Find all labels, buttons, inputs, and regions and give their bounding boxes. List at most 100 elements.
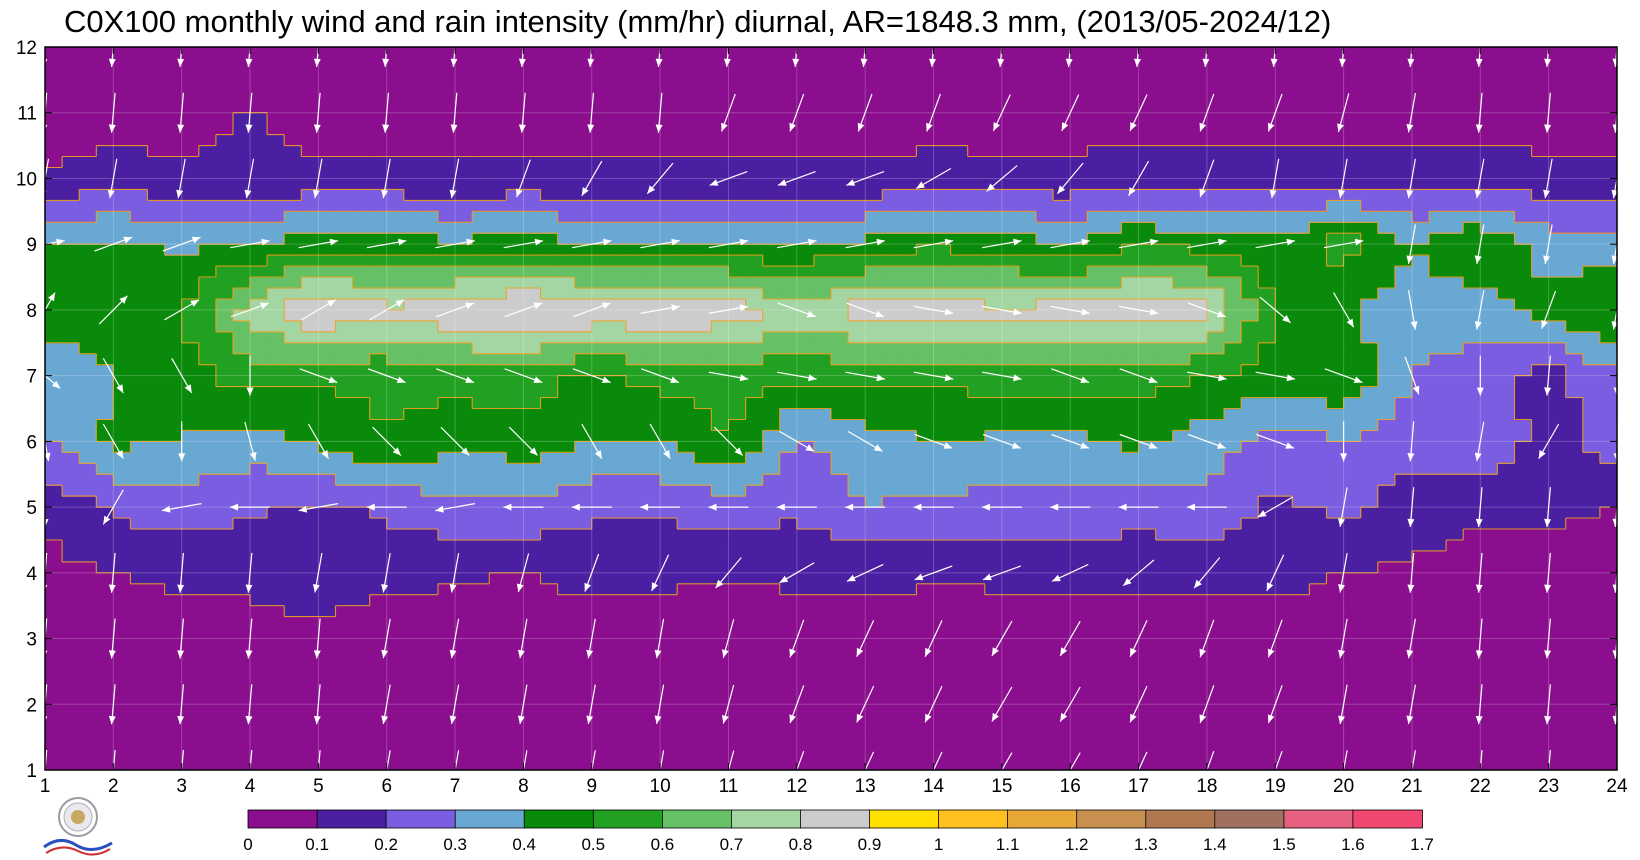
heatmap-cell [1309, 419, 1328, 431]
heatmap-cell [386, 200, 405, 212]
heatmap-cell [882, 737, 900, 749]
heatmap-cell [779, 255, 798, 267]
heatmap-cell [916, 594, 935, 607]
heatmap-cell [933, 342, 952, 355]
heatmap-cell [96, 682, 114, 694]
heatmap-cell [1053, 364, 1071, 377]
heatmap-cell [215, 331, 234, 344]
heatmap-cell [1121, 627, 1140, 640]
heatmap-cell [523, 507, 542, 519]
heatmap-cell [660, 726, 678, 738]
heatmap-cell [882, 539, 900, 552]
heatmap-cell [1001, 233, 1020, 245]
heatmap-cell [62, 616, 80, 629]
heatmap-cell [1138, 452, 1157, 464]
heatmap-cell [1189, 430, 1208, 442]
heatmap-cell [250, 748, 268, 760]
heatmap-cell [1429, 277, 1447, 289]
heatmap-cell [1599, 463, 1617, 475]
heatmap-cell [540, 266, 559, 278]
heatmap-cell [301, 386, 319, 399]
heatmap-cell [1053, 726, 1071, 738]
heatmap-cell [420, 375, 439, 388]
heatmap-cell [1463, 397, 1481, 410]
heatmap-cell [950, 353, 969, 366]
heatmap-cell [250, 211, 268, 223]
heatmap-cell [1326, 255, 1345, 267]
heatmap-cell [1275, 266, 1293, 278]
heatmap-cell [472, 507, 490, 519]
heatmap-cell [1565, 463, 1584, 475]
heatmap-cell [438, 353, 456, 366]
heatmap-cell [1172, 759, 1191, 770]
heatmap-cell [1394, 211, 1413, 223]
heatmap-cell [1326, 189, 1345, 201]
heatmap-cell [181, 244, 200, 256]
heatmap-cell [1531, 693, 1550, 705]
heatmap-cell [933, 189, 952, 201]
heatmap-cell [79, 430, 97, 442]
heatmap-cell [1480, 277, 1498, 289]
heatmap-cell [728, 561, 747, 574]
heatmap-cell [796, 660, 815, 672]
heatmap-cell [1411, 671, 1430, 683]
heatmap-cell [1463, 244, 1481, 256]
heatmap-cell [1446, 452, 1464, 464]
heatmap-cell [164, 550, 183, 563]
heatmap-cell [1446, 759, 1464, 770]
heatmap-cell [489, 244, 507, 256]
heatmap-cell [1292, 605, 1311, 618]
heatmap-cell [1070, 550, 1088, 563]
heatmap-cell [1018, 288, 1037, 300]
heatmap-cell [591, 759, 610, 770]
heatmap-cell [1548, 474, 1567, 486]
heatmap-cell [506, 331, 525, 344]
heatmap-cell [643, 529, 661, 541]
heatmap-cell [882, 616, 900, 629]
heatmap-cell [625, 298, 644, 311]
heatmap-cell [1275, 320, 1293, 333]
heatmap-cell [1360, 288, 1379, 300]
heatmap-cell [1599, 288, 1617, 300]
heatmap-cell [232, 704, 251, 716]
heatmap-cell [1411, 474, 1430, 486]
heatmap-cell [984, 561, 1003, 574]
heatmap-cell [198, 331, 217, 344]
heatmap-cell [933, 463, 952, 475]
heatmap-cell [301, 320, 319, 333]
heatmap-cell [796, 474, 815, 486]
heatmap-cell [1121, 233, 1140, 245]
heatmap-cell [950, 518, 969, 530]
heatmap-cell [933, 364, 952, 377]
heatmap-cell [181, 748, 200, 760]
heatmap-cell [1599, 233, 1617, 245]
heatmap-cell [711, 594, 730, 607]
heatmap-cell [181, 474, 200, 486]
heatmap-cell [403, 331, 422, 344]
heatmap-cell [45, 704, 63, 716]
heatmap-cell [557, 649, 576, 662]
heatmap-cell [386, 441, 405, 453]
heatmap-cell [831, 364, 849, 377]
heatmap-cell [1275, 649, 1293, 662]
heatmap-cell [506, 616, 525, 629]
heatmap-cell [267, 178, 285, 190]
heatmap-cell [130, 583, 149, 596]
heatmap-cell [1018, 539, 1037, 552]
heatmap-cell [1309, 200, 1328, 212]
heatmap-cell [591, 320, 610, 333]
heatmap-cell [1411, 452, 1430, 464]
heatmap-cell [369, 222, 388, 234]
heatmap-cell [1275, 211, 1293, 223]
heatmap-cell [403, 737, 422, 749]
heatmap-cell [181, 616, 200, 629]
heatmap-cell [1053, 507, 1071, 519]
heatmap-cell [933, 452, 952, 464]
heatmap-cell [540, 682, 559, 694]
heatmap-cell [1309, 342, 1328, 355]
heatmap-cell [113, 660, 132, 672]
heatmap-cell [643, 616, 661, 629]
heatmap-cell [745, 375, 764, 388]
heatmap-cell [1565, 189, 1584, 201]
heatmap-cell [1514, 748, 1533, 760]
